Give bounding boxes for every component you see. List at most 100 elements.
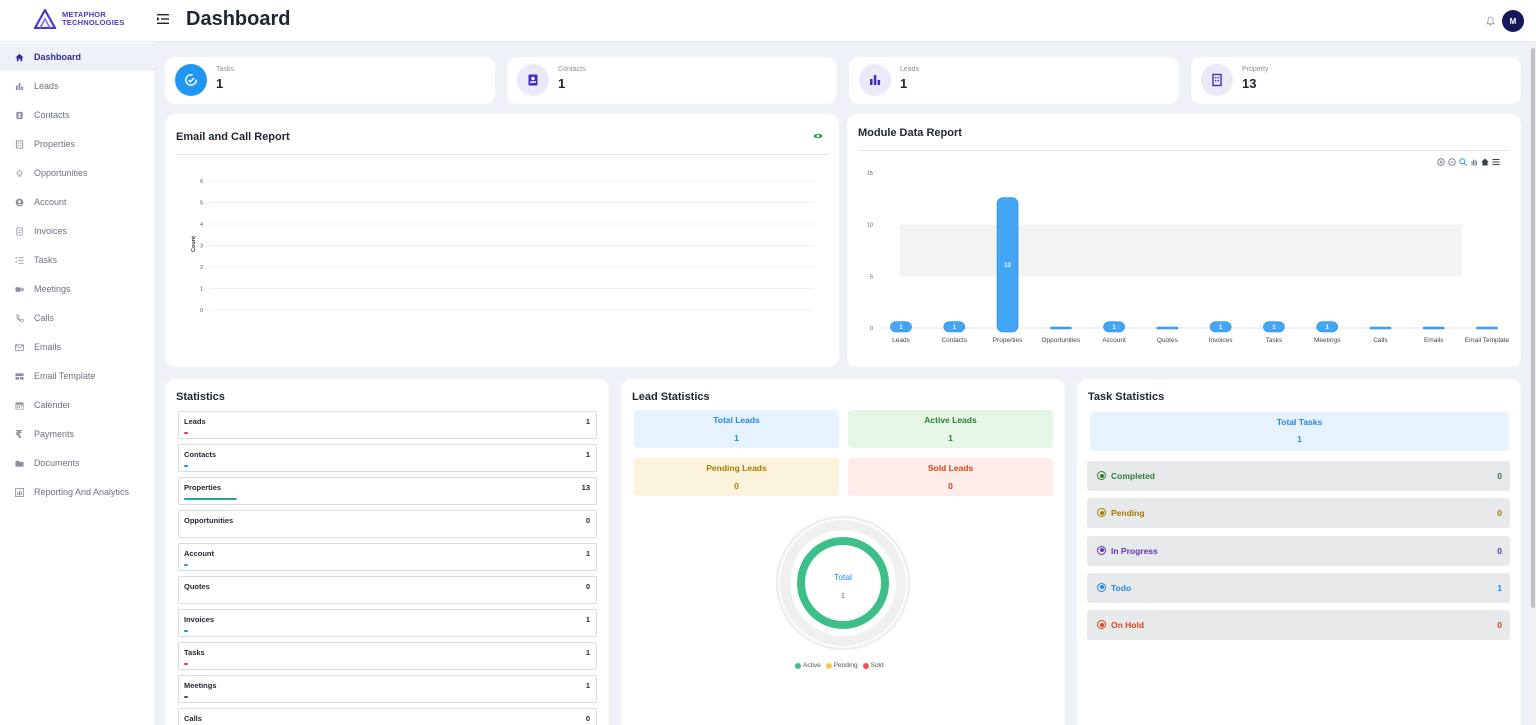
statistics-row: Calls 0 — [178, 708, 597, 725]
sidebar-item-label: Dashboard — [34, 52, 82, 62]
bar-chart-icon — [859, 64, 891, 96]
statistics-row: Properties 13 — [178, 477, 597, 505]
company-logo[interactable]: METAPHOR TECHNOLOGIES — [34, 9, 124, 29]
task-status-name: Pending — [1111, 508, 1145, 519]
statistics-row-name: Quotes — [184, 582, 210, 591]
sidebar-item-emails[interactable]: Emails — [0, 333, 154, 361]
sidebar-item-reporting-and-analytics[interactable]: Reporting And Analytics — [0, 478, 154, 506]
bar-opportunities[interactable] — [1050, 326, 1072, 330]
sidebar-item-label: Tasks — [34, 255, 58, 265]
stat-card-property[interactable]: Property 13 — [1191, 57, 1521, 104]
task-status-name: Completed — [1111, 471, 1155, 481]
bar-properties[interactable] — [996, 197, 1019, 333]
task-status-value: 0 — [1497, 620, 1502, 631]
legend-item-active[interactable]: Active — [795, 662, 821, 669]
statistics-row-name: Contacts — [184, 450, 217, 459]
sidebar-item-meetings[interactable]: Meetings — [0, 275, 154, 303]
bar-email-template[interactable] — [1476, 326, 1498, 330]
statistics-row: Tasks 1 — [178, 642, 597, 670]
sidebar-item-label: Invoices — [34, 226, 68, 236]
bar-contacts[interactable] — [943, 321, 966, 333]
task-status-row: On Hold 0 — [1087, 610, 1510, 641]
scrollbar-thumb[interactable] — [1531, 48, 1535, 608]
stat-label: Leads — [900, 66, 920, 73]
bar-account[interactable] — [1103, 321, 1125, 333]
stat-card-tasks[interactable]: Tasks 1 — [165, 57, 495, 104]
pending-leads-box: Pending Leads 0 — [634, 458, 839, 496]
pan-hand-icon[interactable] — [1470, 158, 1478, 166]
sidebar-item-account[interactable]: Account — [0, 188, 154, 216]
rupee-icon: ₹ — [15, 428, 23, 441]
email-call-report-card: Email and Call Report 0 1 2 3 4 5 6 Count — [165, 114, 839, 367]
legend-item-sold[interactable]: Sold — [862, 662, 884, 669]
sidebar-item-dashboard[interactable]: Dashboard — [0, 43, 154, 71]
sidebar-item-documents[interactable]: Documents — [0, 449, 154, 477]
bar-invoices[interactable] — [1209, 321, 1232, 333]
eye-icon[interactable] — [813, 132, 823, 140]
sidebar-item-tasks[interactable]: Tasks — [0, 246, 154, 274]
card-title: Task Statistics — [1088, 391, 1165, 403]
x-tick-label: Emails — [1424, 337, 1444, 344]
y-tick-label: 5 — [200, 201, 203, 207]
task-status-value: 0 — [1497, 471, 1502, 481]
statistics-row-name: Meetings — [184, 681, 217, 690]
x-tick-label: Contacts — [941, 337, 967, 344]
sidebar-item-payments[interactable]: ₹ Payments — [0, 420, 154, 448]
logo-line-1: METAPHOR — [62, 10, 106, 19]
sidebar-item-label: Emails — [34, 342, 62, 352]
bar-emails[interactable] — [1422, 326, 1445, 330]
bar-quotes[interactable] — [1156, 326, 1179, 330]
statistics-row-bar — [184, 663, 189, 665]
avatar[interactable]: M — [1502, 10, 1524, 32]
sidebar-item-email-template[interactable]: Email Template — [0, 362, 154, 390]
bar-leads[interactable] — [890, 321, 912, 333]
bell-icon[interactable] — [1486, 16, 1495, 26]
x-tick-label: Leads — [892, 337, 910, 344]
legend-item-pending[interactable]: Pending — [825, 662, 858, 669]
contact-card-icon — [517, 64, 549, 96]
bar-data-label: 13 — [1004, 263, 1011, 269]
statistics-row-value: 0 — [585, 714, 590, 723]
task-status-name: In Progress — [1111, 545, 1158, 556]
email-call-chart: 0 1 2 3 4 5 6 Count — [191, 179, 813, 314]
sidebar-item-properties[interactable]: Properties — [0, 130, 154, 158]
menu-toggle-icon[interactable] — [157, 13, 169, 25]
sidebar-item-opportunities[interactable]: Opportunities — [0, 159, 154, 187]
zoom-out-icon[interactable] — [1448, 158, 1456, 166]
status-dot-icon — [1097, 471, 1106, 480]
y-tick-label: 0 — [200, 308, 203, 314]
divider — [176, 154, 828, 155]
x-tick-label: Tasks — [1266, 337, 1283, 344]
reset-home-icon[interactable] — [1481, 158, 1489, 166]
chart-menu-icon[interactable] — [1492, 158, 1500, 166]
stat-card-leads[interactable]: Leads 1 — [849, 57, 1179, 104]
bar-meetings[interactable] — [1316, 321, 1338, 333]
logo-line-2: TECHNOLOGIES — [62, 18, 125, 27]
statistics-row-name: Opportunities — [184, 516, 234, 525]
sidebar-item-label: Opportunities — [34, 168, 88, 178]
task-status-value: 0 — [1497, 545, 1502, 556]
total-tasks-label: Total Tasks — [1276, 417, 1323, 427]
sidebar-item-contacts[interactable]: Contacts — [0, 101, 154, 129]
sidebar-item-calls[interactable]: Calls — [0, 304, 154, 332]
statistics-row-name: Leads — [184, 417, 206, 426]
statistics-row-bar — [184, 498, 238, 500]
sidebar-item-leads[interactable]: Leads — [0, 72, 154, 100]
bar-calls[interactable] — [1369, 326, 1392, 330]
bar-data-label: 1 — [1219, 325, 1223, 331]
sidebar-item-invoices[interactable]: Invoices — [0, 217, 154, 245]
status-dot-icon — [1097, 545, 1106, 555]
magnify-icon[interactable] — [1459, 158, 1467, 166]
total-leads-box: Total Leads 1 — [634, 410, 839, 448]
sidebar-item-calender[interactable]: Calender — [0, 391, 154, 419]
statistics-row-name: Tasks — [184, 648, 205, 657]
status-dot-icon — [1097, 508, 1106, 518]
card-title: Statistics — [176, 391, 225, 403]
sidebar-item-label: Documents — [34, 458, 80, 468]
stat-card-contacts[interactable]: Contacts 1 — [507, 57, 837, 104]
donut-legend: Active Pending Sold — [795, 662, 884, 669]
bar-tasks[interactable] — [1263, 321, 1285, 333]
statistics-row-value: 13 — [581, 483, 590, 492]
statistics-row-name: Invoices — [184, 615, 215, 624]
zoom-in-icon[interactable] — [1437, 158, 1445, 166]
